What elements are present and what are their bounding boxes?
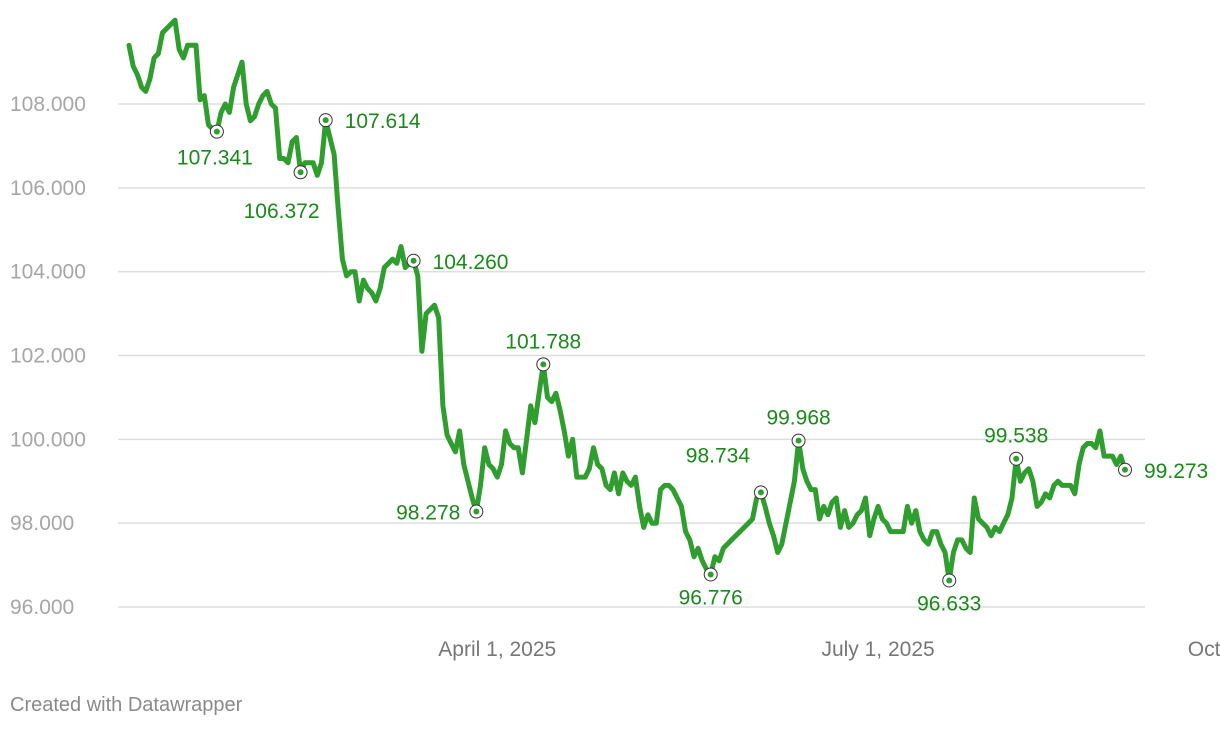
annotation-107.341: 107.341 (177, 124, 253, 170)
annotation-label: 98.278 (396, 502, 460, 525)
annotation-96.776: 96.776 (679, 567, 743, 609)
annotation-96.633: 96.633 (917, 573, 981, 615)
annotation-98.278: 98.278 (396, 502, 484, 525)
annotation-label: 99.538 (984, 425, 1048, 448)
annotation-99.538: 99.538 (984, 425, 1048, 466)
gridlines (118, 103, 1145, 608)
y-tick-label: 100.000 (10, 428, 86, 451)
annotation-label: 96.776 (679, 586, 743, 609)
y-axis-ticks: 96.000 98.000 100.000 102.000 104.000 106.000… (10, 93, 86, 619)
y-tick-label: 96.000 (10, 596, 74, 619)
annotations: 107.341 106.372 107.614 104.260 98.278 101.78… (177, 110, 1208, 615)
annotation-98.734: 98.734 (686, 444, 768, 500)
annotation-label: 99.968 (766, 407, 830, 430)
y-tick-label: 98.000 (10, 512, 74, 535)
annotation-label: 107.614 (345, 110, 421, 133)
annotation-point (1013, 455, 1020, 462)
annotation-point (946, 577, 953, 584)
annotation-point (540, 361, 547, 368)
annotation-99.273: 99.273 (1118, 460, 1208, 483)
y-tick-label: 106.000 (10, 177, 86, 200)
annotation-point (213, 128, 220, 135)
x-axis-ticks: April 1, 2025 July 1, 2025 October 1, 2025 (438, 638, 1220, 661)
annotation-label: 107.341 (177, 147, 253, 170)
annotation-point (795, 437, 802, 444)
annotation-label: 104.260 (433, 251, 509, 274)
y-tick-label: 102.000 (10, 345, 86, 368)
y-tick-label: 104.000 (10, 261, 86, 284)
datawrapper-credit[interactable]: Created with Datawrapper (10, 694, 243, 716)
annotation-point (707, 571, 714, 578)
annotation-point (322, 117, 329, 124)
series-line-index (126, 17, 1128, 583)
x-tick-label: July 1, 2025 (821, 638, 934, 661)
x-tick-label: October 1, 2025 (1188, 638, 1220, 661)
annotation-point (473, 508, 480, 515)
annotation-point (1122, 466, 1128, 473)
annotation-point (757, 489, 764, 496)
x-tick-label: April 1, 2025 (438, 638, 556, 661)
annotation-point (410, 257, 417, 264)
annotation-label: 96.633 (917, 592, 981, 615)
annotation-101.788: 101.788 (505, 330, 581, 372)
annotation-104.260: 104.260 (406, 251, 509, 274)
annotation-label: 101.788 (505, 330, 581, 353)
annotation-point (297, 169, 304, 176)
annotation-99.968: 99.968 (766, 407, 831, 448)
annotation-label: 99.273 (1144, 460, 1208, 483)
annotation-106.372: 106.372 (244, 165, 320, 223)
annotation-label: 98.734 (686, 444, 751, 467)
series (126, 17, 1128, 583)
annotation-107.614: 107.614 (318, 110, 421, 133)
y-tick-label: 108.000 (10, 93, 86, 116)
annotation-label: 106.372 (244, 200, 320, 223)
